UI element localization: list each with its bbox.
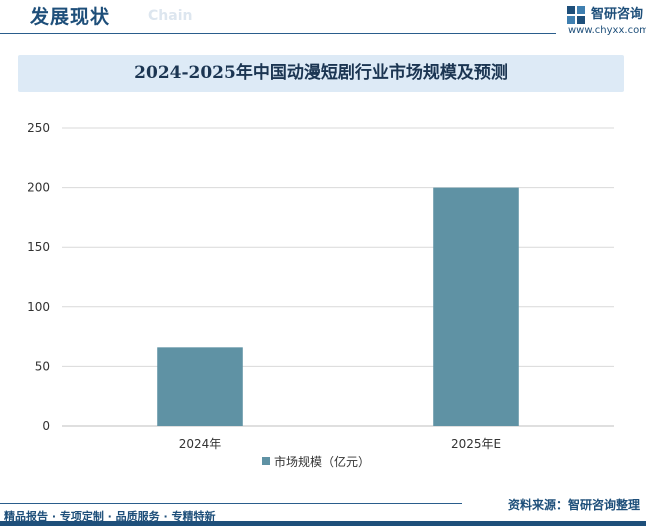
- footer-bar: [0, 521, 646, 526]
- y-tick-label: 250: [27, 121, 50, 135]
- y-tick-label: 100: [27, 300, 50, 314]
- header-divider: [0, 33, 556, 34]
- x-tick-label: 2025年E: [451, 437, 501, 451]
- x-tick-label: 2024年: [179, 437, 222, 451]
- y-tick-label: 200: [27, 181, 50, 195]
- legend: 市场规模（亿元）: [262, 454, 370, 469]
- bars: [157, 187, 519, 426]
- legend-label: 市场规模（亿元）: [274, 454, 370, 469]
- header: 发展现状 Chain 智研咨询 www.chyxx.com: [0, 0, 646, 40]
- chart-title-band: 2024-2025年中国动漫短剧行业市场规模及预测: [18, 55, 624, 92]
- source-note: 资料来源：智研咨询整理: [507, 498, 640, 512]
- footer-divider: [0, 503, 462, 504]
- x-axis-ticks: 2024年 2025年E: [179, 437, 501, 451]
- section-title: 发展现状: [30, 6, 111, 28]
- brand-logo-icon: [567, 6, 585, 24]
- y-tick-label: 150: [27, 240, 50, 254]
- bar: [157, 347, 243, 426]
- y-tick-label: 0: [42, 419, 50, 433]
- y-axis-ticks: 0 50 100 150 200 250: [27, 121, 50, 433]
- brand-url: www.chyxx.com: [568, 25, 646, 36]
- section-subtitle: Chain: [148, 8, 193, 24]
- bar: [433, 187, 519, 426]
- legend-swatch: [262, 457, 270, 465]
- chart-title: 2024-2025年中国动漫短剧行业市场规模及预测: [134, 63, 508, 83]
- y-tick-label: 50: [35, 359, 50, 373]
- bar-chart: 0 50 100 150 200 250 2024年 2025年E 市场规模（亿元）: [27, 121, 614, 469]
- grid-lines: [62, 127, 614, 427]
- brand-name: 智研咨询: [591, 7, 644, 22]
